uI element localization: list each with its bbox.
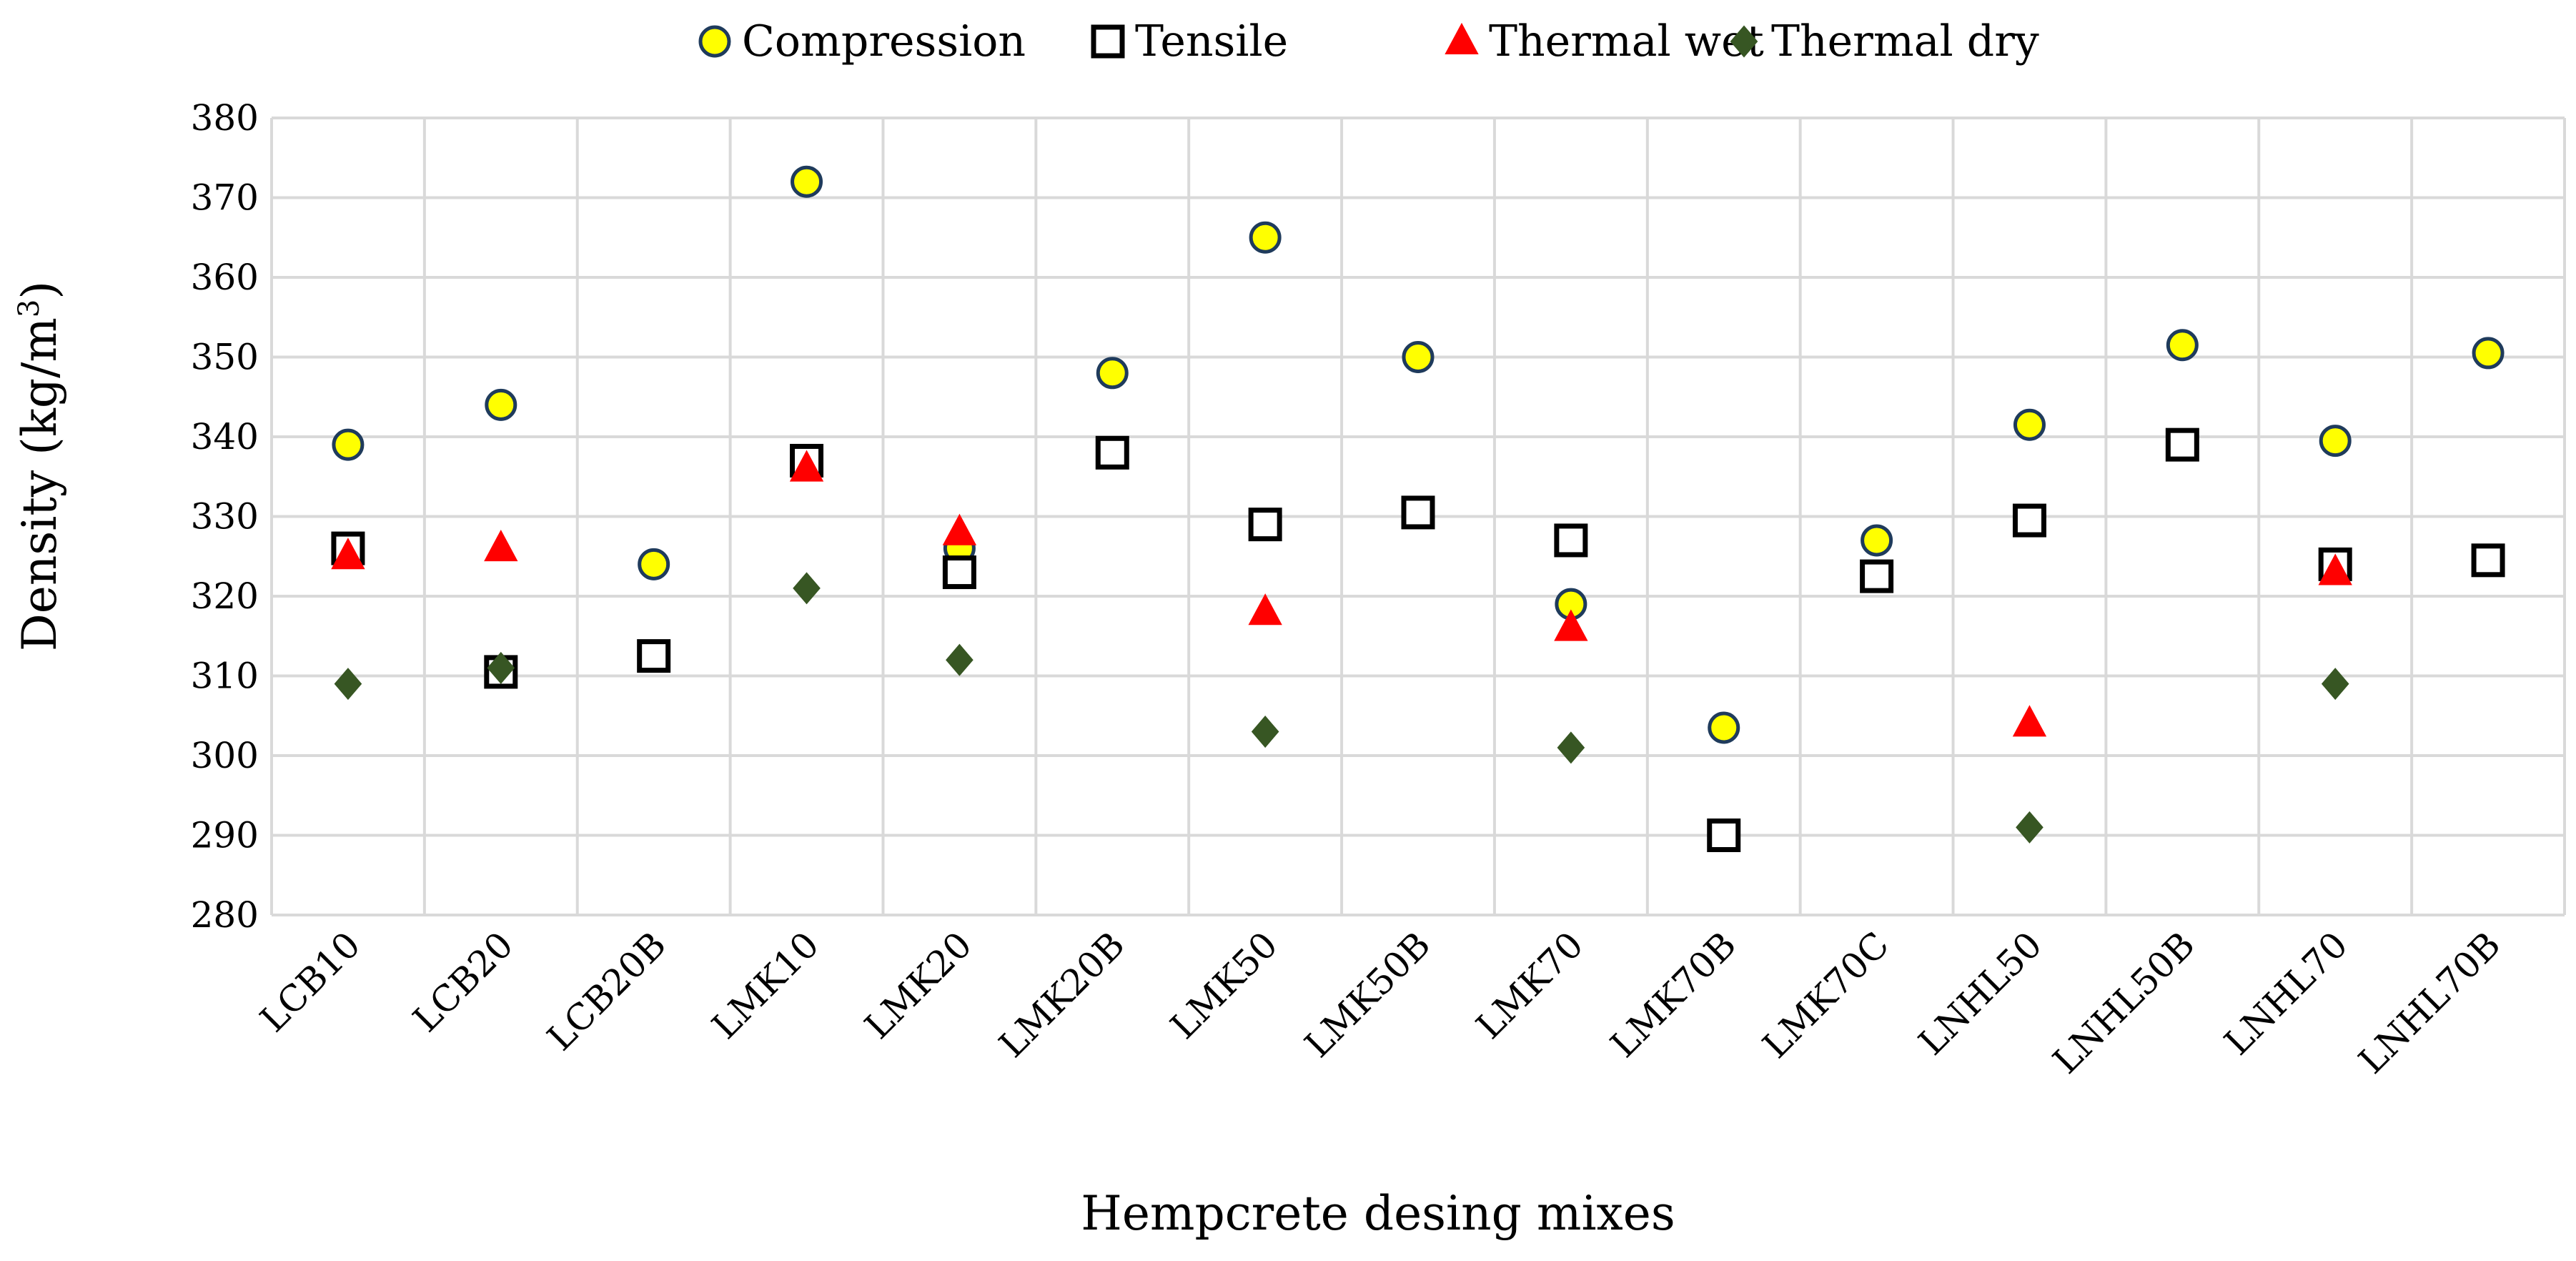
point-diamond [793, 572, 821, 605]
series-thermal-dry [334, 572, 2349, 844]
point-square [1554, 523, 1588, 558]
point-square [1707, 819, 1741, 852]
point-triangle [1248, 593, 1282, 625]
point-circle [2166, 329, 2199, 362]
point-triangle [484, 529, 518, 562]
point-circle [485, 388, 517, 421]
legend-marker-square [1091, 24, 1125, 59]
point-circle [2472, 337, 2505, 370]
point-triangle [789, 450, 824, 482]
point-square [637, 639, 671, 673]
y-tick-label: 350 [191, 337, 259, 378]
point-diamond [334, 668, 362, 701]
legend-item: Thermal dry [1730, 16, 2039, 66]
point-triangle [942, 513, 977, 545]
y-tick-label: 340 [191, 416, 259, 458]
point-square [942, 555, 976, 590]
legend-label: Tensile [1135, 16, 1288, 66]
x-tick-label: LMK50B [1297, 924, 1438, 1065]
x-tick-label: LNHL70 [2216, 924, 2356, 1063]
point-diamond [487, 651, 515, 684]
x-tick-label: LMK10 [704, 924, 827, 1047]
point-triangle [2012, 705, 2047, 737]
legend-label: Compression [742, 16, 1026, 66]
point-diamond [2016, 811, 2044, 844]
series-tensile [331, 427, 2505, 852]
point-diamond [1251, 716, 1279, 748]
y-axis-ticks: 280 290 300 310 320 330 340 350 360 370 380 [191, 97, 259, 936]
legend-item: Tensile [1091, 16, 1288, 66]
x-axis-title: Hempcrete desing mixes [1081, 1186, 1675, 1241]
point-diamond [2321, 668, 2349, 701]
data-points [331, 165, 2505, 852]
point-circle [791, 165, 823, 198]
chart-legend: Compression Tensile Thermal wet Thermal dry [698, 16, 2039, 66]
x-tick-label: LMK70B [1602, 924, 1744, 1065]
point-square [1401, 495, 1435, 530]
x-tick-label: LCB20 [405, 924, 522, 1040]
point-square [2012, 503, 2046, 538]
y-axis-title-sup: 3 [13, 300, 46, 317]
point-circle [1708, 711, 1740, 744]
x-tick-label: LMK20 [857, 924, 980, 1047]
point-circle [1096, 357, 1129, 390]
x-axis-ticks: LCB10 LCB20 LCB20B LMK10 LMK20 LMK20B LMK50 LMK… [252, 924, 2509, 1082]
y-tick-label: 320 [191, 575, 259, 617]
series-compression [332, 165, 2505, 744]
point-square [2471, 543, 2505, 578]
legend-marker-triangle [1445, 22, 1479, 54]
y-tick-label: 370 [191, 177, 259, 219]
x-tick-label: LMK70 [1468, 924, 1591, 1047]
point-triangle [331, 538, 365, 570]
point-circle [2319, 425, 2352, 458]
x-tick-label: LNHL50B [2045, 924, 2203, 1082]
point-square [2165, 427, 2199, 462]
y-tick-label: 280 [191, 894, 259, 936]
point-diamond [1557, 731, 1585, 764]
y-tick-label: 360 [191, 257, 259, 298]
point-circle [638, 548, 670, 580]
y-tick-label: 300 [191, 735, 259, 776]
x-tick-label: LNHL50 [1911, 924, 2050, 1063]
legend-marker-circle [698, 25, 731, 58]
y-axis-title-end: ) [12, 281, 67, 300]
y-axis-title: Density (kg/m3) [12, 281, 67, 651]
x-tick-label: LMK20B [991, 924, 1133, 1065]
point-square [1860, 559, 1894, 593]
point-circle [332, 428, 365, 461]
legend-label: Thermal wet [1489, 16, 1764, 66]
point-circle [1402, 341, 1435, 373]
legend-marker-diamond [1730, 25, 1758, 58]
point-circle [1249, 221, 1282, 254]
y-axis-title-main: Density (kg/m [12, 317, 67, 651]
y-tick-label: 310 [191, 656, 259, 697]
legend-label: Thermal dry [1771, 16, 2039, 66]
point-triangle [2318, 553, 2352, 585]
legend-item: Thermal wet [1445, 16, 1764, 66]
y-tick-label: 330 [191, 496, 259, 538]
point-circle [2013, 408, 2046, 441]
x-tick-label: LNHL70B [2351, 924, 2509, 1082]
x-tick-label: LCB20B [540, 924, 674, 1058]
x-tick-label: LMK70C [1755, 924, 1897, 1066]
y-tick-label: 290 [191, 815, 259, 856]
x-tick-label: LCB10 [252, 924, 369, 1040]
point-square [1248, 508, 1282, 542]
series-thermal-wet [331, 450, 2352, 737]
y-tick-label: 380 [191, 97, 259, 139]
point-triangle [1554, 609, 1588, 641]
point-square [1095, 435, 1129, 470]
legend-item: Compression [698, 16, 1026, 66]
point-circle [1861, 524, 1893, 557]
point-diamond [946, 643, 974, 676]
x-tick-label: LMK50 [1163, 924, 1286, 1047]
